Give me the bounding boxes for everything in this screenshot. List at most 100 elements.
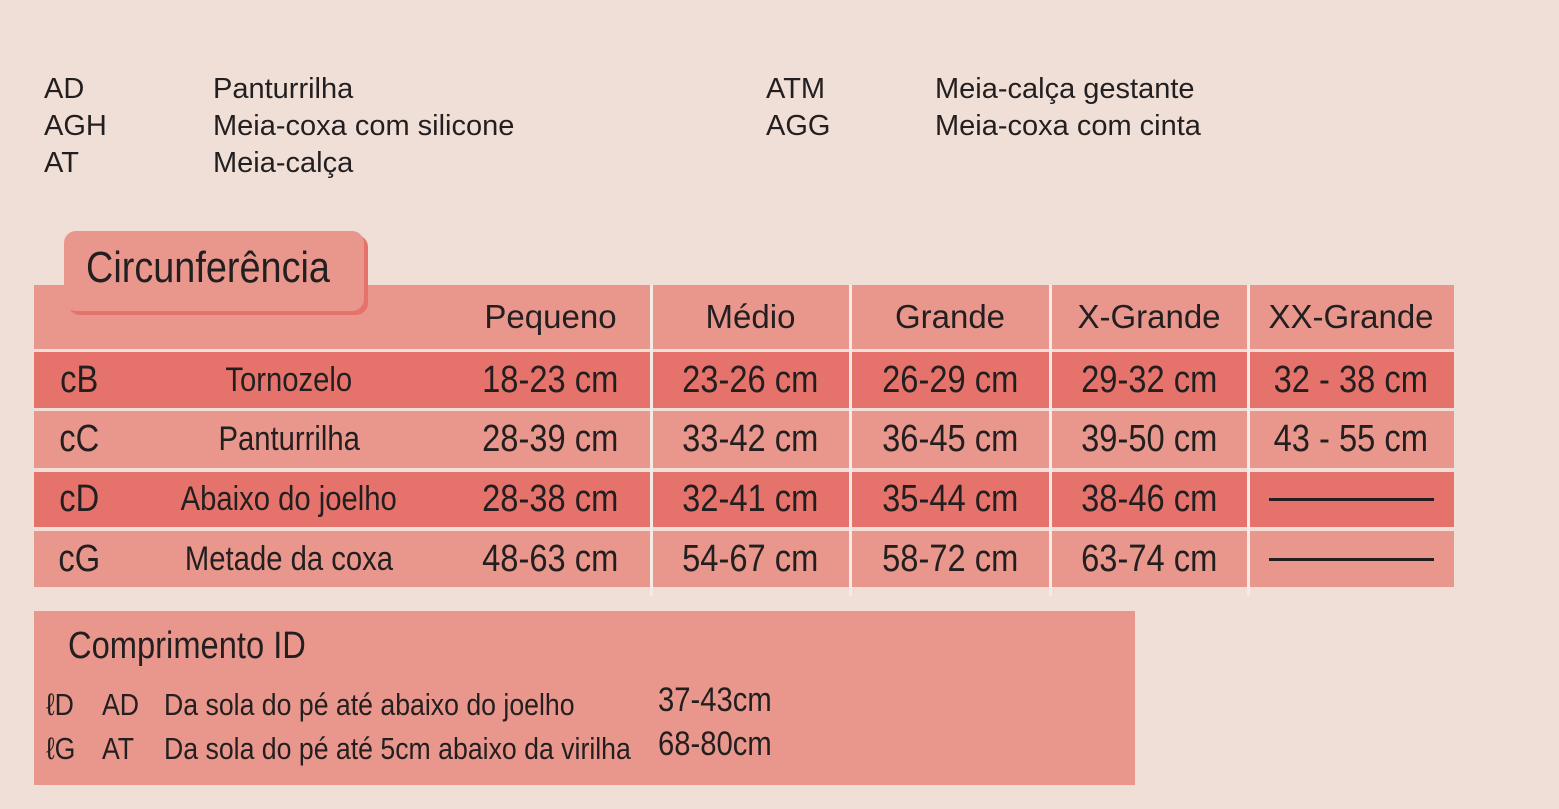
value-text: 29-32 cm	[1080, 358, 1218, 401]
length-model-text: AD	[102, 687, 140, 722]
row-name-text: Tornozelo	[225, 360, 353, 399]
value-text: 63-74 cm	[1080, 537, 1218, 580]
value-text: 32-41 cm	[682, 478, 819, 520]
legend-label: Panturrilha	[213, 73, 354, 105]
size-value: 26-29 cm	[850, 352, 1050, 408]
size-value: 32 - 38 cm	[1248, 352, 1454, 408]
size-value: 63-74 cm	[1050, 531, 1248, 587]
table-row: cB Tornozelo 18-23 cm 23-26 cm 26-29 cm 29-32…	[34, 352, 1454, 408]
value-text: 35-44 cm	[881, 478, 1019, 520]
row-name: Metade da coxa	[144, 531, 434, 587]
legend-label: Meia-calça gestante	[935, 73, 1195, 105]
length-value-text: 37-43cm	[658, 681, 772, 719]
value-text: 23-26 cm	[682, 358, 819, 401]
row-name-text: Panturrilha	[218, 420, 360, 458]
size-value: 28-38 cm	[450, 472, 651, 527]
length-description-text: Da sola do pé até 5cm abaixo da virilha	[164, 731, 631, 766]
length-code-text: ℓG	[46, 731, 76, 766]
table-row: cC Panturrilha 28-39 cm 33-42 cm 36-45 cm 39-…	[34, 411, 1454, 468]
legend-label: Meia-coxa com silicone	[213, 110, 515, 142]
size-value: 38-46 cm	[1050, 472, 1248, 527]
value-text: 36-45 cm	[881, 418, 1019, 460]
value-text: 26-29 cm	[881, 358, 1019, 401]
circumference-title: Circunferência	[86, 243, 330, 292]
value-text: 39-50 cm	[1080, 418, 1218, 460]
length-model: AD	[102, 687, 145, 723]
size-value: 32-41 cm	[651, 472, 850, 527]
size-value	[1248, 472, 1454, 527]
size-value: 28-39 cm	[450, 411, 651, 468]
column-divider	[1049, 285, 1052, 596]
size-value	[1248, 531, 1454, 587]
size-value: 35-44 cm	[850, 472, 1050, 527]
value-text: 54-67 cm	[682, 537, 819, 580]
value-text: 58-72 cm	[881, 537, 1019, 580]
column-divider	[650, 285, 653, 596]
header-text: Pequeno	[484, 298, 617, 335]
row-name-text: Abaixo do joelho	[180, 480, 398, 518]
size-value: 18-23 cm	[450, 352, 651, 408]
value-text: 18-23 cm	[482, 358, 619, 401]
row-code-text: cC	[59, 418, 99, 460]
length-code: ℓG	[46, 731, 80, 767]
size-value: 48-63 cm	[450, 531, 651, 587]
size-value: 36-45 cm	[850, 411, 1050, 468]
legend-label: Meia-calça	[213, 147, 354, 179]
size-value: 29-32 cm	[1050, 352, 1248, 408]
header-text: XX-Grande	[1268, 298, 1434, 335]
not-available-dash	[1268, 557, 1434, 561]
column-header: XX-Grande	[1248, 285, 1454, 349]
length-description: Da sola do pé até 5cm abaixo da virilha	[164, 731, 707, 767]
row-name-text: Metade da coxa	[184, 539, 394, 578]
column-header: X-Grande	[1050, 285, 1248, 349]
length-value: 68-80cm	[658, 725, 790, 764]
column-header: Pequeno	[450, 285, 651, 349]
row-code: cG	[44, 531, 114, 587]
table-row: cG Metade da coxa 48-63 cm 54-67 cm 58-72 cm…	[34, 531, 1454, 587]
value-text: 38-46 cm	[1080, 478, 1218, 520]
header-text: Grande	[894, 298, 1006, 335]
legend-code: AGG	[766, 110, 831, 142]
length-code-text: ℓD	[46, 687, 74, 722]
row-name: Panturrilha	[144, 411, 434, 468]
legend-code: AGH	[44, 110, 107, 142]
row-name: Abaixo do joelho	[144, 472, 434, 527]
size-value: 54-67 cm	[651, 531, 850, 587]
row-code-text: cB	[59, 358, 99, 401]
length-model-text: AT	[102, 731, 135, 766]
header-text: Médio	[705, 298, 796, 335]
size-value: 39-50 cm	[1050, 411, 1248, 468]
column-header: Grande	[850, 285, 1050, 349]
circumference-tab: Circunferência	[64, 231, 364, 311]
value-text: 33-42 cm	[682, 418, 819, 460]
size-value: 43 - 55 cm	[1248, 411, 1454, 468]
legend-label: Meia-coxa com cinta	[935, 110, 1201, 142]
row-code-text: cG	[58, 537, 100, 580]
not-available-dash	[1268, 498, 1434, 501]
column-divider	[849, 285, 852, 596]
table-row: cD Abaixo do joelho 28-38 cm 32-41 cm 35-44 …	[34, 472, 1454, 527]
length-title: Comprimento ID	[68, 625, 306, 667]
legend-code: ATM	[766, 73, 826, 105]
row-code: cD	[44, 472, 114, 527]
size-value: 33-42 cm	[651, 411, 850, 468]
length-description: Da sola do pé até abaixo do joelho	[164, 687, 641, 723]
length-value-text: 68-80cm	[658, 725, 772, 763]
legend-code: AT	[44, 147, 79, 179]
value-text: 32 - 38 cm	[1273, 358, 1429, 401]
length-model: AT	[102, 731, 139, 767]
value-text: 48-63 cm	[482, 537, 619, 580]
row-code-text: cD	[59, 478, 99, 520]
legend-code: AD	[44, 73, 85, 105]
row-code: cC	[44, 411, 114, 468]
value-text: 43 - 55 cm	[1273, 418, 1429, 460]
row-name: Tornozelo	[144, 352, 434, 408]
row-code: cB	[44, 352, 114, 408]
length-description-text: Da sola do pé até abaixo do joelho	[164, 687, 575, 722]
column-header: Médio	[651, 285, 850, 349]
length-value: 37-43cm	[658, 681, 790, 720]
length-code: ℓD	[46, 687, 78, 723]
length-section: Comprimento ID ℓD AD Da sola do pé até aba…	[34, 611, 1135, 785]
value-text: 28-38 cm	[482, 478, 619, 520]
size-value: 23-26 cm	[651, 352, 850, 408]
